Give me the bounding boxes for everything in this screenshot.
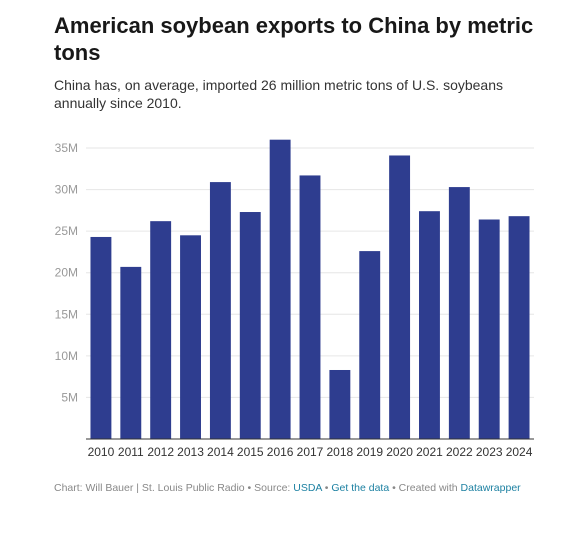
bar-2016[interactable] — [269, 139, 291, 439]
bar-2022[interactable] — [448, 187, 470, 439]
x-tick-label: 2020 — [386, 445, 413, 459]
x-tick-label: 2021 — [416, 445, 443, 459]
created-with-text: • Created with — [389, 482, 461, 494]
get-data-link[interactable]: Get the data — [331, 482, 390, 494]
x-tick-label: 2014 — [207, 445, 234, 459]
x-tick-label: 2011 — [118, 445, 144, 459]
x-tick-label: 2015 — [237, 445, 264, 459]
x-tick-label: 2012 — [147, 445, 174, 459]
x-tick-label: 2010 — [88, 445, 115, 459]
bar-2014[interactable] — [209, 182, 231, 440]
source-link[interactable]: USDA — [293, 482, 322, 494]
x-tick-label: 2013 — [177, 445, 204, 459]
chart-title: American soybean exports to China by met… — [54, 13, 534, 65]
datawrapper-link[interactable]: Datawrapper — [460, 482, 521, 494]
chart-subtitle: China has, on average, imported 26 milli… — [54, 77, 504, 111]
bar-2019[interactable] — [359, 251, 381, 439]
x-axis-tick-labels: 2010 2011 2012 2013 2014 2015 2016 2017 2018 2019… — [88, 445, 533, 459]
y-tick-label: 10M — [55, 349, 78, 363]
bar-2017[interactable] — [299, 175, 321, 440]
bar-2024[interactable] — [508, 216, 530, 439]
x-tick-label: 2019 — [356, 445, 383, 459]
bar-2013[interactable] — [180, 235, 201, 439]
y-tick-label: 25M — [55, 224, 78, 238]
chart-footer: Chart: Will Bauer | St. Louis Public Rad… — [54, 482, 574, 494]
bar-2015[interactable] — [239, 212, 261, 439]
bar-2021[interactable] — [419, 211, 440, 439]
x-tick-label: 2017 — [297, 445, 324, 459]
y-axis-tick-labels: 5M 10M 15M 20M 25M 30M 35M — [55, 141, 78, 404]
bar-2012[interactable] — [150, 221, 172, 439]
bar-2018[interactable] — [329, 369, 351, 439]
credit-text: Chart: Will Bauer | St. Louis Public Rad… — [54, 482, 294, 494]
x-tick-label: 2023 — [476, 445, 503, 459]
separator-text: • — [321, 482, 332, 494]
y-tick-label: 20M — [55, 266, 78, 280]
bar-2010[interactable] — [90, 236, 112, 439]
y-tick-label: 5M — [61, 390, 78, 404]
bar-2023[interactable] — [478, 219, 500, 439]
x-tick-label: 2018 — [327, 445, 354, 459]
x-tick-label: 2022 — [446, 445, 473, 459]
bar-2011[interactable] — [120, 266, 142, 439]
x-tick-label: 2016 — [267, 445, 294, 459]
bar-2020[interactable] — [389, 155, 411, 440]
y-tick-label: 30M — [55, 183, 78, 197]
x-tick-label: 2024 — [506, 445, 533, 459]
y-tick-label: 15M — [55, 307, 78, 321]
bars — [90, 139, 530, 440]
y-tick-label: 35M — [55, 141, 78, 155]
